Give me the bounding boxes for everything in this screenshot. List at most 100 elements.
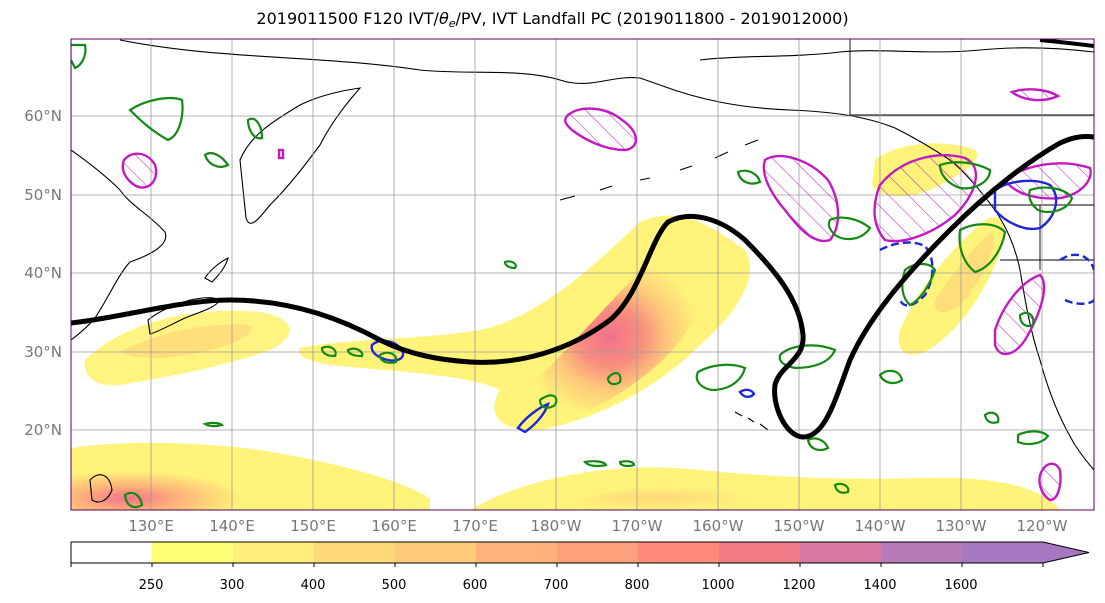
coast-alaska-north [699,47,1094,61]
colorbar-tick-label: 1400 [863,578,896,593]
pv-contour-13 [736,169,762,185]
pv-contour-26 [618,460,636,468]
pv-contour-23 [806,437,830,451]
pv-contour-25 [583,460,608,468]
lon-label: 170°E [452,517,498,535]
coast-siberia [119,39,661,86]
colorbar-tick-label: 800 [625,578,650,593]
pv-contour-28 [202,421,225,428]
colorbar-segment [395,542,476,563]
ivt-core-central [520,255,701,418]
pv-contour-16 [938,161,992,190]
map-title: 2019011500 F120 IVT/θe/PV, IVT Landfall … [0,9,1105,30]
pv-contour-10 [606,372,622,386]
coast-hawaii [734,411,769,431]
pv-contour-20 [878,369,904,385]
theta-e-contour-ca [1059,253,1094,305]
lat-label: 20°N [24,421,62,439]
theta-e-contour-coast [879,241,934,307]
pv-contour-8 [503,260,517,270]
pc-contour-gulf-east [873,154,977,243]
pv-contour-21 [983,411,1000,424]
colorbar-segment [557,542,638,563]
colorbar-segment [881,542,962,563]
lon-label: 160°E [371,517,417,535]
lon-label: 180°W [531,517,582,535]
colorbar-tick-label: 500 [382,578,407,593]
colorbar [70,541,1090,567]
lon-label: 170°W [612,517,663,535]
colorbar-segment [962,542,1089,563]
lon-label: 150°E [290,517,336,535]
colorbar-segment [476,542,557,563]
pc-contour-bering [564,107,638,152]
colorbar-tick-label: 600 [463,578,488,593]
colorbar-ticks: 250 300 400 500 600 700 800 1000 1200 14… [139,578,978,593]
lat-label: 60°N [24,107,62,125]
pv-contour-2 [246,117,264,140]
coast-aleutians [559,139,759,201]
pv-contour-15 [901,262,937,307]
lon-label: 140°E [209,517,255,535]
colorbar-segment [800,542,881,563]
title-suffix: /PV, IVT Landfall PC (2019011800 - 20190… [455,9,849,28]
colorbar-tick-label: 1000 [701,578,734,593]
colorbar-segment [314,542,395,563]
lat-label: 40°N [24,264,62,282]
lon-label: 140°W [855,517,906,535]
pc-contour-bc [1003,162,1092,200]
pv-contour-11 [695,363,747,392]
pv-contour-19 [1018,311,1035,328]
coast-philippines [89,474,113,503]
colorbar-tick-label: 300 [220,578,245,593]
theta-e-contour-180w [516,401,550,434]
pc-contour-alaska [1009,88,1061,102]
title-theta: θ [438,9,449,28]
longitude-labels: 130°E 140°E 150°E 160°E 170°E 180°W 170°… [128,517,1067,535]
pv-contours [71,43,1074,509]
colorbar-tick-label: 700 [544,578,569,593]
colorbar-tick-label: 400 [301,578,326,593]
lon-label: 160°W [693,517,744,535]
lon-label: 130°W [936,517,987,535]
coast-alaska [659,84,1094,471]
lon-label: 130°E [128,517,174,535]
pv-contour-14 [827,216,872,241]
pv-contour-1 [128,96,184,142]
ivt-plume-west-core [120,324,252,358]
pv-contour-27 [123,491,144,509]
coastlines [71,39,1094,503]
pc-contour-dot [277,148,285,160]
pv-contour-4 [71,43,87,70]
pv-contour-22 [1016,430,1050,446]
title-prefix: 2019011500 F120 IVT/ [256,9,439,28]
ivt-south-west-core [71,463,261,510]
colorbar-segment [152,542,233,563]
jet-contour-line [71,134,1094,440]
colorbar-tick-label: 250 [139,578,164,593]
latitude-labels: 60°N 50°N 40°N 30°N 20°N [24,107,62,439]
coast-kamchatka [239,87,362,224]
pv-contour-18 [1028,186,1074,214]
pv-contour-9 [538,394,558,409]
lat-label: 50°N [24,186,62,204]
colorbar-segment [638,542,719,563]
colorbar-segment [233,542,314,563]
theta-e-contour-hawaii [738,388,756,398]
pv-contour-24 [833,482,850,494]
pc-contour-baja [1038,462,1062,502]
colorbar-outline [70,541,1090,564]
ivt-coast-core [934,232,994,313]
map-frame [70,38,1095,511]
pv-contour-3 [203,152,230,168]
pv-contour-17 [958,223,1007,274]
pc-contour-gulf-west [762,154,840,243]
pv-contour-6 [346,347,364,358]
pv-contour-7 [378,351,398,364]
colorbar-segment [71,542,152,563]
jet-contour-top [1039,39,1094,48]
pv-contour-5 [320,345,337,358]
ivt-south-central-core [560,485,754,510]
lat-label: 30°N [24,343,62,361]
